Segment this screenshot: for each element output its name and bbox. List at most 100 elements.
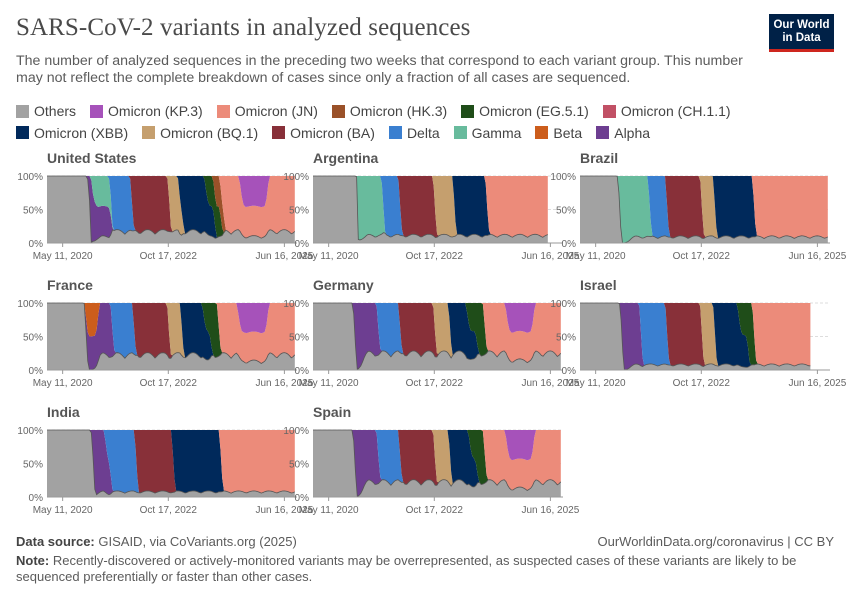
legend-swatch xyxy=(216,104,230,118)
y-tick-label: 0% xyxy=(295,239,310,250)
area-omicron-jn[interactable] xyxy=(580,303,811,367)
legend-item[interactable]: Omicron (CH.1.1) xyxy=(602,101,731,121)
area-omicron-kp-3[interactable] xyxy=(313,430,561,461)
y-tick-label: 100% xyxy=(17,172,43,183)
area-omicron-bq-1[interactable] xyxy=(47,176,295,239)
panel-spain[interactable]: Spain 0% 50% 100% May 11, 2020 Oct 17, 2022 Ju… xyxy=(283,404,579,516)
others-outline xyxy=(47,429,295,496)
area-omicron-jn[interactable] xyxy=(313,430,561,491)
area-omicron-jn[interactable] xyxy=(313,176,548,238)
panel-title: Argentina xyxy=(313,150,379,166)
panel-germany[interactable]: Germany 0% 50% 100% May 11, 2020 Oct 17, 2022… xyxy=(283,277,579,389)
legend: Others Omicron (KP.3) Omicron (JN) Omicron … xyxy=(16,101,836,144)
y-tick-label: 50% xyxy=(289,206,309,217)
legend-swatch xyxy=(142,126,156,139)
area-omicron-bq-1[interactable] xyxy=(580,176,828,239)
panel-united-states[interactable]: United States 0% 50% 100% May 11, 2020 Oct 17… xyxy=(17,150,313,262)
panel-argentina[interactable]: Argentina 0% 50% 100% May 11, 2020 Oct 17, 20… xyxy=(283,150,579,262)
panel-title: United States xyxy=(47,150,137,166)
area-others[interactable] xyxy=(313,430,561,497)
area-gamma[interactable] xyxy=(47,176,295,239)
others-outline xyxy=(580,175,828,244)
area-omicron-ba[interactable] xyxy=(47,430,295,494)
area-others[interactable] xyxy=(47,176,295,243)
legend-item[interactable]: Omicron (BQ.1) xyxy=(142,123,258,143)
legend-swatch xyxy=(272,126,286,139)
area-omicron-bq-1[interactable] xyxy=(313,430,561,491)
y-tick-label: 50% xyxy=(23,460,43,471)
area-alpha[interactable] xyxy=(313,303,561,370)
area-alpha[interactable] xyxy=(47,176,295,243)
x-tick-label: Jun 16, 2025 xyxy=(255,505,313,516)
legend-label: Others xyxy=(34,103,77,119)
legend-label: Gamma xyxy=(471,124,522,141)
area-omicron-ba[interactable] xyxy=(313,176,548,238)
area-gamma[interactable] xyxy=(580,176,828,243)
x-tick-label: May 11, 2020 xyxy=(299,251,359,262)
panel-israel[interactable]: Israel 0% 50% 100% May 11, 2020 Oct 17, 2022 J… xyxy=(550,277,846,389)
x-tick-label: Jun 16, 2025 xyxy=(521,251,579,262)
area-omicron-ba[interactable] xyxy=(580,303,811,368)
legend-item[interactable]: Omicron (BA) xyxy=(272,123,375,143)
legend-item[interactable]: Delta xyxy=(388,123,440,143)
x-tick-label: May 11, 2020 xyxy=(299,505,359,516)
legend-item[interactable]: Gamma xyxy=(453,123,522,143)
area-omicron-jn[interactable] xyxy=(47,430,295,494)
legend-item[interactable]: Beta xyxy=(535,123,582,143)
data-source-text[interactable]: GISAID, via CoVariants.org (2025) xyxy=(98,534,297,549)
area-delta[interactable] xyxy=(47,430,295,494)
x-tick-label: Oct 17, 2022 xyxy=(406,378,464,389)
panel-title: Germany xyxy=(313,277,374,293)
area-others[interactable] xyxy=(47,303,295,370)
area-omicron-jn[interactable] xyxy=(580,176,828,239)
area-others[interactable] xyxy=(313,176,548,243)
area-gamma[interactable] xyxy=(313,176,548,240)
legend-label: Omicron (BA) xyxy=(290,124,375,141)
note-text: Recently-discovered or actively-monitore… xyxy=(16,553,797,584)
area-omicron-jn[interactable] xyxy=(47,303,295,364)
area-others[interactable] xyxy=(313,303,561,370)
others-outline xyxy=(313,429,562,498)
area-omicron-kp-3[interactable] xyxy=(47,303,295,334)
panel-france[interactable]: France 0% 50% 100% May 11, 2020 Oct 17, 2022 J… xyxy=(17,277,313,389)
area-omicron-jn[interactable] xyxy=(47,176,295,239)
owid-logo[interactable]: Our World in Data xyxy=(769,14,834,52)
area-alpha[interactable] xyxy=(313,430,561,497)
legend-swatch xyxy=(535,126,549,139)
legend-item[interactable]: Omicron (XBB) xyxy=(16,123,128,143)
legend-label: Omicron (BQ.1) xyxy=(160,124,259,141)
legend-swatch xyxy=(331,104,345,118)
panel-brazil[interactable]: Brazil 0% 50% 100% May 11, 2020 Oct 17, 2022 J… xyxy=(550,150,846,262)
legend-swatch xyxy=(16,104,29,118)
area-omicron-kp-3[interactable] xyxy=(47,176,295,208)
legend-item[interactable]: Omicron (HK.3) xyxy=(331,101,447,121)
legend-item[interactable]: Omicron (EG.5.1) xyxy=(461,101,589,121)
area-others[interactable] xyxy=(580,303,811,370)
area-omicron-jn[interactable] xyxy=(313,303,561,363)
legend-item[interactable]: Alpha xyxy=(596,123,650,143)
legend-item[interactable]: Others xyxy=(16,101,76,121)
panel-india[interactable]: India 0% 50% 100% May 11, 2020 Oct 17, 2022 Ju… xyxy=(17,404,313,516)
area-omicron-bq-1[interactable] xyxy=(47,303,295,364)
area-alpha[interactable] xyxy=(47,430,295,495)
legend-item[interactable]: Omicron (JN) xyxy=(216,101,318,121)
y-tick-label: 100% xyxy=(283,172,309,183)
others-outline xyxy=(47,175,296,244)
y-tick-label: 100% xyxy=(17,426,43,437)
area-omicron-eg-5-1[interactable] xyxy=(580,303,811,367)
panel-title: France xyxy=(47,277,93,293)
area-alpha[interactable] xyxy=(47,303,295,370)
legend-swatch xyxy=(596,126,610,139)
y-tick-label: 0% xyxy=(295,493,310,504)
area-alpha[interactable] xyxy=(580,303,811,370)
area-others[interactable] xyxy=(47,430,295,497)
others-outline xyxy=(580,302,811,371)
area-omicron-bq-1[interactable] xyxy=(313,303,561,363)
area-omicron-kp-3[interactable] xyxy=(313,303,561,333)
logo-line-1: Our World xyxy=(773,19,830,31)
footer-url[interactable]: OurWorldinData.org/coronavirus | CC BY xyxy=(597,534,834,549)
others-outline xyxy=(313,302,562,371)
legend-item[interactable]: Omicron (KP.3) xyxy=(90,101,203,121)
legend-label: Omicron (CH.1.1) xyxy=(620,103,731,119)
